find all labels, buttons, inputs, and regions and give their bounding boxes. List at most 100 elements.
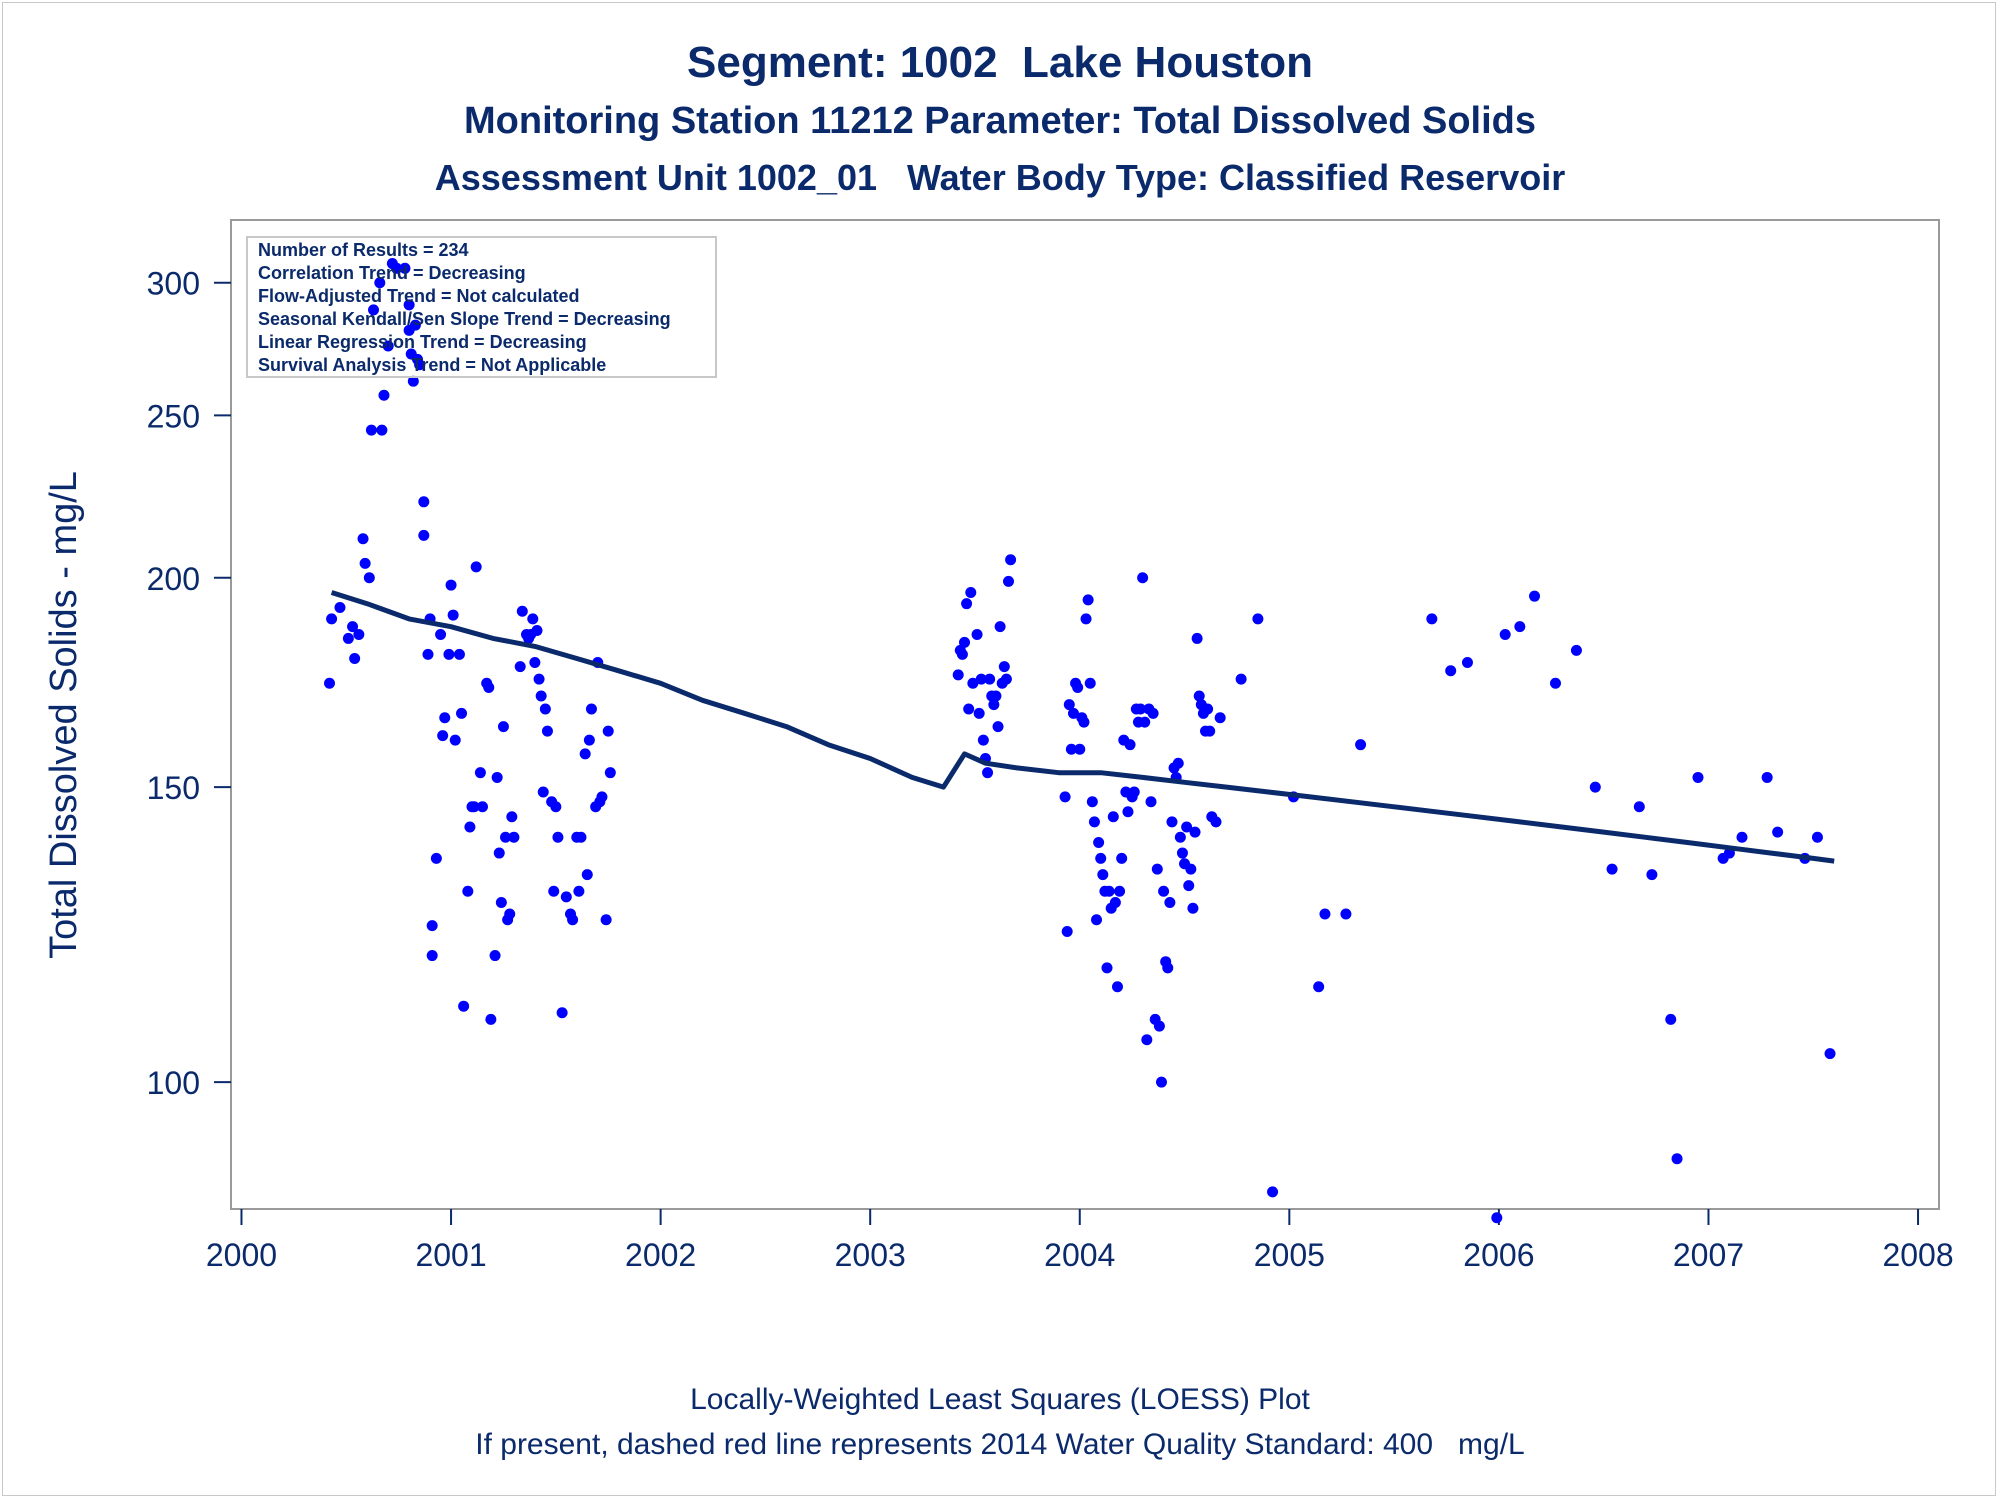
data-point: [1091, 914, 1103, 926]
data-point: [426, 950, 438, 962]
data-point: [409, 319, 421, 331]
data-point: [965, 586, 977, 598]
data-point: [1811, 831, 1823, 843]
y-tick-label: 250: [147, 398, 200, 434]
data-point: [1514, 621, 1526, 633]
data-point: [458, 1000, 470, 1012]
data-point: [368, 304, 380, 316]
data-point: [1445, 665, 1457, 677]
chart-title: Segment: 1002 Lake Houston: [687, 38, 1313, 87]
data-point: [585, 703, 597, 715]
x-tick-label: 2000: [206, 1237, 277, 1273]
data-point: [1107, 811, 1119, 823]
data-point: [516, 605, 528, 617]
data-point: [495, 896, 507, 908]
data-point: [1086, 796, 1098, 808]
x-tick-label: 2008: [1882, 1237, 1953, 1273]
data-point: [1139, 716, 1151, 728]
data-point: [1633, 801, 1645, 813]
data-point: [1176, 847, 1188, 859]
data-point: [984, 673, 996, 685]
data-point: [435, 628, 447, 640]
data-point: [491, 771, 503, 783]
data-point: [1164, 896, 1176, 908]
stat-flow-adjusted-trend: Flow-Adjusted Trend = Not calculated: [258, 286, 580, 306]
data-point: [556, 1007, 568, 1019]
data-point: [1202, 703, 1214, 715]
data-point: [1093, 837, 1105, 849]
data-point: [531, 625, 543, 637]
data-point: [567, 914, 579, 926]
data-point: [1155, 1076, 1167, 1088]
data-point: [982, 767, 994, 779]
y-tick-label: 300: [147, 266, 200, 302]
data-point: [1162, 962, 1174, 974]
data-point: [359, 557, 371, 569]
data-point: [1137, 572, 1149, 584]
data-point: [1671, 1153, 1683, 1165]
data-point: [1235, 673, 1247, 685]
data-point: [447, 609, 459, 621]
footnote-standard: If present, dashed red line represents 2…: [475, 1428, 1525, 1461]
data-point: [1111, 981, 1123, 993]
data-point: [1003, 575, 1015, 587]
data-point: [973, 707, 985, 719]
data-point: [1665, 1013, 1677, 1025]
data-point: [1147, 707, 1159, 719]
data-point: [504, 908, 516, 920]
data-point: [1183, 880, 1195, 892]
stat-number-of-results: Number of Results = 234: [258, 240, 469, 260]
data-point: [1606, 863, 1618, 875]
data-point: [1736, 831, 1748, 843]
data-point: [506, 811, 518, 823]
x-tick-label: 2007: [1673, 1237, 1744, 1273]
data-point: [971, 628, 983, 640]
data-point: [1570, 644, 1582, 656]
data-point: [418, 496, 430, 508]
data-point: [1193, 690, 1205, 702]
data-point: [1491, 1212, 1503, 1224]
data-point: [1128, 786, 1140, 798]
data-point: [958, 636, 970, 648]
data-point: [583, 734, 595, 746]
data-point: [533, 673, 545, 685]
data-point: [1114, 885, 1126, 897]
x-tick-label: 2001: [415, 1237, 486, 1273]
data-point: [470, 561, 482, 573]
data-point: [445, 579, 457, 591]
data-point: [437, 730, 449, 742]
statistics-box: Number of Results = 234 Correlation Tren…: [246, 236, 717, 378]
data-point: [548, 885, 560, 897]
data-point: [990, 690, 1002, 702]
data-point: [1204, 725, 1216, 737]
data-point: [1067, 707, 1079, 719]
data-point: [326, 613, 338, 625]
data-point: [575, 831, 587, 843]
data-point: [430, 852, 442, 864]
data-point: [1151, 863, 1163, 875]
data-point: [1063, 699, 1075, 711]
data-point: [342, 632, 354, 644]
data-point: [1145, 796, 1157, 808]
data-point: [1000, 673, 1012, 685]
data-point: [541, 725, 553, 737]
data-point: [485, 1013, 497, 1025]
data-point: [1135, 703, 1147, 715]
data-point: [1141, 1034, 1153, 1046]
data-point: [1529, 590, 1541, 602]
stat-seasonal-kendall-trend: Seasonal Kendall/Sen Slope Trend = Decre…: [258, 309, 671, 329]
data-point: [1174, 831, 1186, 843]
data-point: [464, 821, 476, 833]
data-point: [1252, 613, 1264, 625]
data-point: [998, 661, 1010, 673]
data-point: [1088, 816, 1100, 828]
data-point: [514, 661, 526, 673]
data-point: [535, 690, 547, 702]
data-point: [1772, 826, 1784, 838]
data-point: [988, 699, 1000, 711]
y-tick-label: 150: [147, 770, 200, 806]
footnote-loess: Locally-Weighted Least Squares (LOESS) P…: [690, 1383, 1310, 1416]
data-point: [1158, 885, 1170, 897]
data-point: [1082, 594, 1094, 606]
